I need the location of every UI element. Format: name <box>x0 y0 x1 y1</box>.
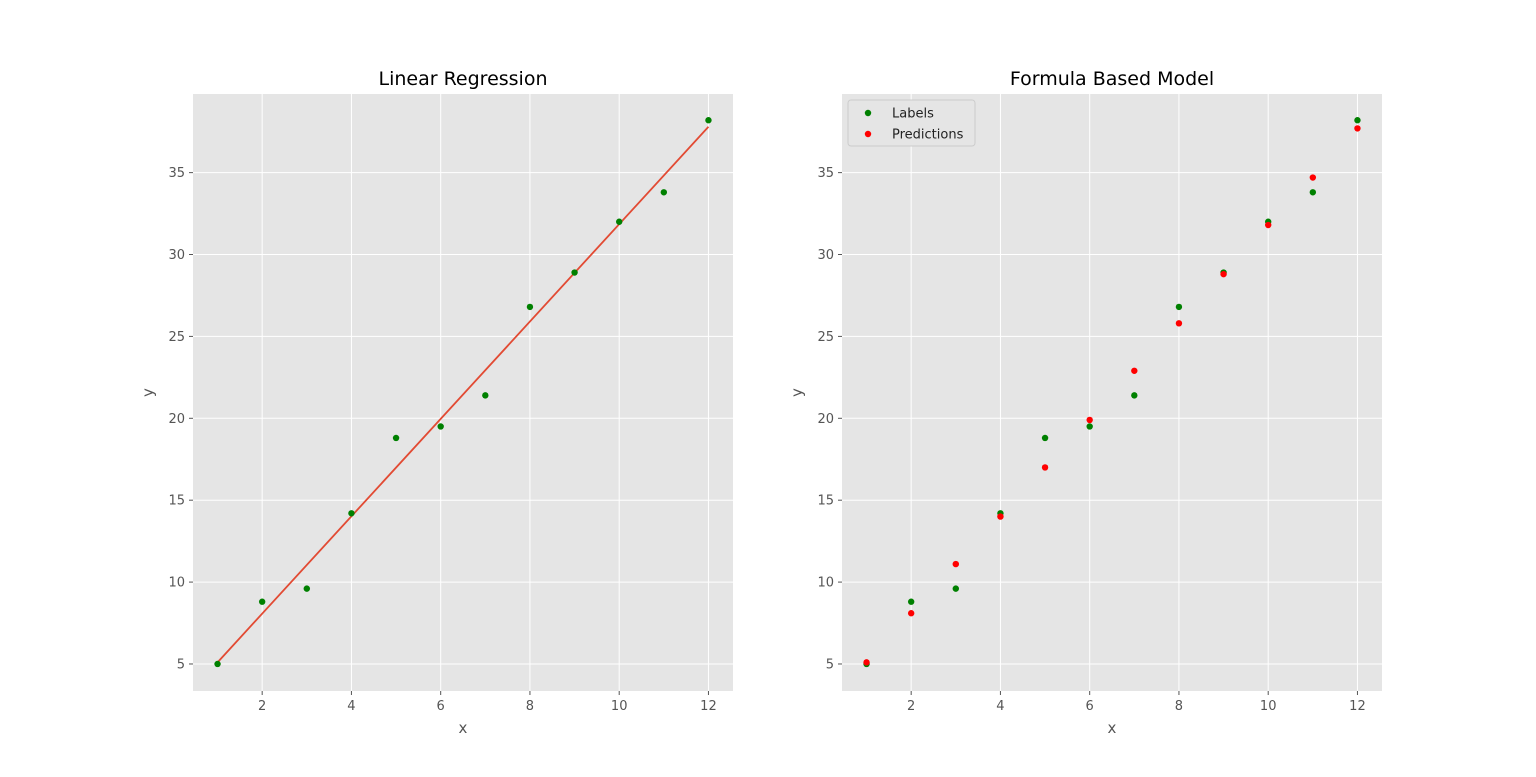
chart-panel-2: 2 4 6 8 10 12 5 10 15 20 25 30 35 Formula Based Model… <box>788 68 1382 737</box>
y-tick-label: 5 <box>826 657 834 672</box>
labels-point <box>1086 423 1093 430</box>
chart-title: Formula Based Model <box>1010 68 1214 90</box>
labels-point <box>952 585 960 592</box>
plot-area <box>842 94 1382 691</box>
y-tick-label: 35 <box>817 166 834 181</box>
y-tick-label: 30 <box>817 248 834 263</box>
legend-label-labels: Labels <box>892 107 934 122</box>
predictions-point <box>1175 320 1183 327</box>
data-point <box>214 660 221 668</box>
x-tick-label: 12 <box>1349 699 1366 714</box>
predictions-point <box>863 659 870 666</box>
x-tick-label: 4 <box>347 699 355 714</box>
labels-point <box>1175 303 1183 311</box>
legend-label-predictions: Predictions <box>892 128 964 143</box>
legend-marker-predictions <box>864 130 872 138</box>
legend <box>847 99 976 147</box>
data-point <box>615 218 623 225</box>
data-point <box>348 510 355 517</box>
predictions-point <box>1131 367 1138 374</box>
predictions-point <box>1086 416 1093 424</box>
predictions-point <box>1309 174 1317 181</box>
data-point <box>303 585 311 592</box>
x-tick-label: 10 <box>611 699 628 714</box>
labels-point <box>1309 189 1317 196</box>
y-tick-label: 5 <box>177 657 185 672</box>
y-tick-label: 35 <box>168 166 185 181</box>
y-axis-label: y <box>139 388 157 397</box>
x-axis-label: x <box>1108 719 1117 737</box>
y-tick-label: 25 <box>817 330 834 345</box>
predictions-point <box>997 513 1004 520</box>
chart-title: Linear Regression <box>378 68 547 90</box>
data-point <box>437 423 444 430</box>
y-tick-label: 30 <box>168 248 185 263</box>
data-point <box>392 434 400 442</box>
y-tick-label: 10 <box>168 576 185 591</box>
x-tick-label: 8 <box>526 699 534 714</box>
y-tick-label: 15 <box>817 494 834 509</box>
labels-point <box>1354 117 1361 124</box>
predictions-point <box>1041 464 1049 471</box>
predictions-point <box>1264 221 1272 229</box>
data-point <box>482 392 489 399</box>
x-tick-label: 6 <box>1086 699 1094 714</box>
data-point <box>705 117 712 124</box>
x-tick-label: 10 <box>1260 699 1277 714</box>
x-tick-label: 2 <box>907 699 915 714</box>
predictions-point <box>907 610 915 617</box>
predictions-point <box>1220 270 1227 278</box>
y-tick-label: 25 <box>168 330 185 345</box>
y-tick-label: 15 <box>168 494 185 509</box>
regression-line <box>216 126 710 663</box>
data-point <box>258 598 266 605</box>
x-axis-label: x <box>459 719 468 737</box>
y-tick-label: 10 <box>817 576 834 591</box>
labels-point <box>1131 392 1138 399</box>
x-tick-label: 2 <box>258 699 266 714</box>
labels-point <box>907 598 915 605</box>
data-point <box>526 303 534 311</box>
legend-marker-labels <box>864 109 872 117</box>
predictions-point <box>1354 125 1361 132</box>
x-tick-label: 12 <box>700 699 717 714</box>
x-tick-label: 4 <box>996 699 1004 714</box>
predictions-point <box>952 560 960 568</box>
x-tick-label: 8 <box>1175 699 1183 714</box>
x-tick-label: 6 <box>437 699 445 714</box>
chart-panel-1: 2 4 6 8 10 12 5 10 15 20 25 30 35 Linear Regression x y <box>139 68 733 737</box>
labels-point <box>1041 434 1049 442</box>
y-tick-label: 20 <box>168 412 185 427</box>
y-tick-label: 20 <box>817 412 834 427</box>
y-axis-label: y <box>788 388 806 397</box>
data-point <box>660 189 668 196</box>
data-point <box>571 269 578 276</box>
